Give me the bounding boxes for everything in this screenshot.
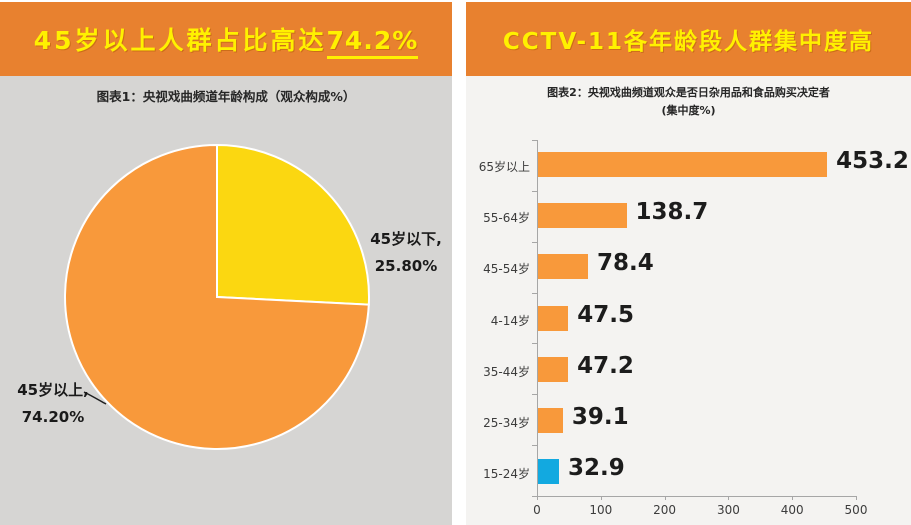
right-banner-title: CCTV-11各年龄段人群集中度高: [502, 29, 875, 55]
right-banner: CCTV-11各年龄段人群集中度高: [466, 2, 911, 76]
pie-label-45-and-over: 45岁以上, 74.20%: [2, 377, 104, 431]
bar-category-label: 15-24岁: [483, 467, 530, 482]
pie-chart-title: 图表1：央视戏曲频道年龄构成（观众构成%）: [96, 89, 356, 104]
bar-category-label: 45-54岁: [483, 262, 530, 277]
pie-label-line: 45岁以下,: [370, 230, 442, 248]
x-axis-tick: [664, 496, 666, 500]
x-axis-tick-label: 400: [780, 503, 804, 517]
left-banner-title: 45岁以上人群占比高达74.2%: [33, 21, 419, 59]
bar-chart-title-line2: (集中度%): [661, 104, 716, 117]
bar-value-label: 138.7: [635, 199, 709, 226]
bar-4-14岁: [538, 305, 569, 331]
y-axis-tick: [532, 445, 537, 447]
x-axis-line: [537, 496, 856, 497]
x-axis-tick-label: 500: [844, 503, 868, 517]
bar-35-44岁: [538, 356, 569, 382]
bar-value-label: 47.2: [577, 352, 634, 379]
pie-label-45-and-under: 45岁以下, 25.80%: [358, 226, 454, 280]
bar-value-label: 39.1: [571, 404, 629, 430]
left-banner-highlight-value: 74.2%: [326, 26, 419, 59]
y-axis-tick: [532, 496, 537, 497]
bar-category-label: 55-64岁: [483, 211, 530, 226]
x-axis-tick: [792, 496, 794, 500]
bar-chart-title-line1: 图表2：央视戏曲频道观众是否日杂用品和食品购买决定者: [547, 86, 830, 99]
y-axis-tick: [532, 241, 537, 243]
pie-label-line: 45岁以上,: [17, 381, 89, 399]
x-axis-tick-label: 200: [653, 503, 677, 517]
pie-label-line: 25.80%: [374, 257, 438, 275]
bar-65岁以上: [538, 152, 828, 177]
bar-45-54岁: [538, 254, 588, 280]
x-axis-tick: [856, 496, 857, 500]
left-banner: 45岁以上人群占比高达74.2%: [0, 2, 452, 76]
pie-slices: [64, 143, 370, 450]
pie-slice-45岁以下: [216, 143, 370, 306]
pie-slice-45岁以上: [64, 143, 370, 450]
bar-25-34岁: [538, 408, 563, 433]
bar-value-label: 32.9: [568, 455, 625, 482]
left-panel: 45岁以上人群占比高达74.2% 图表1：央视戏曲频道年龄构成（观众构成%） 4…: [0, 0, 452, 525]
bar-value-label: 453.2: [836, 148, 909, 174]
bar-value-label: 78.4: [597, 250, 654, 277]
y-axis-tick: [532, 394, 537, 396]
leader-line: [83, 391, 107, 405]
pie-label-line: 74.20%: [21, 408, 85, 426]
bar-category-label: 4-14岁: [490, 313, 530, 328]
right-panel: CCTV-11各年龄段人群集中度高 图表2：央视戏曲频道观众是否日杂用品和食品购…: [466, 0, 911, 525]
x-axis-tick-label: 300: [716, 503, 740, 517]
pie-chart: [64, 143, 370, 450]
x-axis-tick-label: 100: [589, 503, 613, 517]
left-banner-prefix: 45岁以上人群占比高达: [33, 26, 327, 55]
y-axis-tick: [532, 190, 537, 192]
bar-category-label: 35-44岁: [483, 364, 530, 379]
bar-chart: 65岁以上 453.2 55-64岁 138.7 45-54岁 78.4 4-14岁 47.5…: [466, 0, 911, 525]
y-axis-line: [537, 140, 538, 496]
x-axis-tick: [600, 496, 602, 500]
y-axis-tick: [532, 140, 537, 141]
bar-15-24岁: [538, 459, 559, 485]
x-axis-tick: [537, 496, 538, 500]
bar-category-label: 65岁以上: [478, 160, 530, 174]
y-axis-tick: [532, 292, 537, 294]
y-axis-tick: [532, 343, 537, 345]
bar-category-label: 25-34岁: [483, 416, 530, 430]
x-axis-tick: [728, 496, 730, 500]
bar-55-64岁: [538, 203, 627, 229]
bar-value-label: 47.5: [577, 301, 635, 328]
x-axis-tick-label: 0: [533, 503, 541, 517]
right-chart-background: [466, 76, 911, 525]
